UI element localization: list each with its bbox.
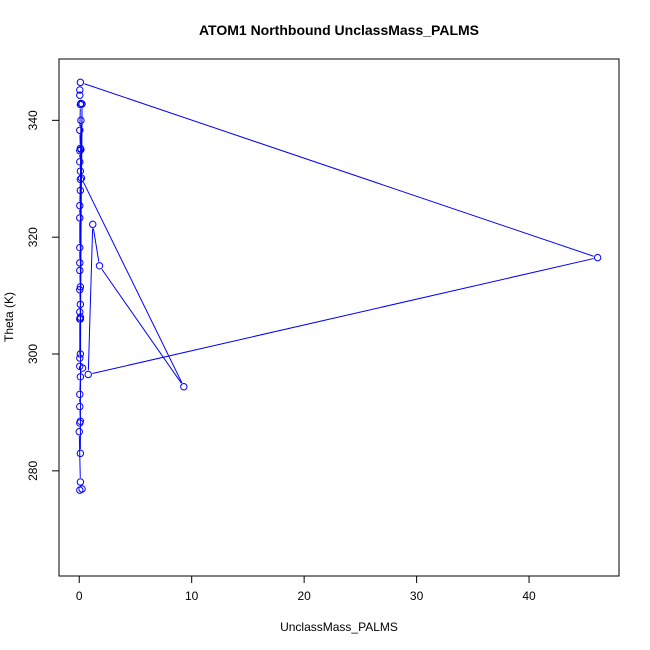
data-point — [76, 126, 84, 134]
x-tick-label: 0 — [76, 589, 83, 603]
data-point — [77, 145, 85, 154]
x-axis-label: UnclassMass_PALMS — [280, 620, 398, 634]
y-axis-label: Theta (K) — [2, 292, 16, 342]
data-point — [84, 370, 92, 379]
data-point — [76, 283, 85, 291]
data-point — [76, 175, 85, 184]
data-point — [180, 383, 188, 391]
data-point — [76, 362, 84, 370]
series-line-segment — [92, 258, 594, 375]
data-point — [75, 428, 83, 436]
data-point — [76, 243, 84, 252]
data-point — [76, 373, 85, 381]
data-point — [78, 485, 86, 493]
x-tick-label: 30 — [410, 589, 424, 603]
data-point — [76, 350, 85, 358]
data-point — [76, 266, 84, 275]
y-axis: 280 300 320 340 — [26, 110, 60, 481]
x-tick-label: 40 — [522, 589, 536, 603]
data-point — [76, 78, 85, 87]
data-point — [76, 390, 84, 399]
data-point — [76, 186, 85, 195]
data-point — [76, 402, 84, 411]
series-line-segment — [87, 228, 94, 371]
data-point — [76, 86, 84, 94]
data-point — [76, 354, 84, 362]
x-tick-label: 20 — [297, 589, 311, 603]
data-point — [76, 478, 85, 486]
series-layer — [75, 78, 602, 494]
series-line-segment — [101, 268, 182, 384]
y-tick-label: 320 — [26, 227, 40, 247]
series-line-segment — [82, 181, 183, 384]
data-point — [76, 259, 84, 267]
data-point — [95, 262, 104, 270]
series-line-segment — [92, 228, 100, 262]
series-line-segment — [84, 83, 594, 257]
data-point — [77, 116, 85, 125]
y-tick-label: 300 — [26, 344, 40, 364]
data-point — [76, 167, 85, 175]
data-point — [76, 201, 84, 210]
data-point — [76, 158, 84, 166]
x-tick-label: 10 — [185, 589, 199, 603]
data-point — [76, 449, 85, 458]
data-point — [76, 300, 85, 309]
data-point — [78, 100, 86, 108]
data-point — [89, 220, 97, 229]
y-tick-label: 340 — [26, 110, 40, 130]
chart-title: ATOM1 Northbound UnclassMass_PALMS — [199, 22, 479, 38]
data-point — [76, 214, 84, 222]
x-axis: 0 10 20 30 40 — [76, 575, 536, 603]
data-point — [593, 253, 602, 262]
data-point — [76, 91, 84, 99]
data-point — [76, 417, 85, 425]
data-point — [76, 286, 84, 294]
data-point — [76, 308, 84, 316]
data-point — [76, 315, 85, 323]
y-tick-label: 280 — [26, 461, 40, 481]
data-point — [77, 174, 86, 182]
